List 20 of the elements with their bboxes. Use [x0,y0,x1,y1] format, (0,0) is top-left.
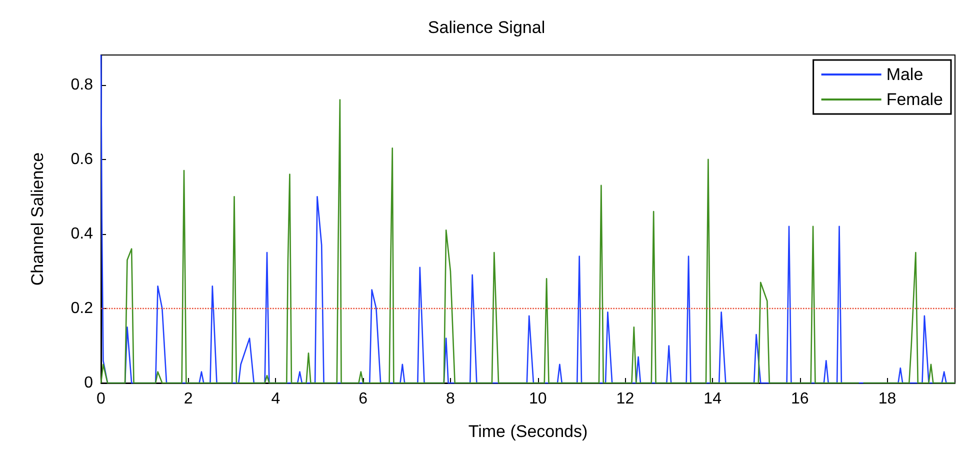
x-tick-label: 14 [704,390,722,408]
y-axis-title: Channel Salience [28,152,47,286]
chart-title: Salience Signal [428,18,546,37]
x-tick-label: 2 [184,390,193,408]
y-tick-label: 0.2 [70,300,94,317]
y-tick-label: 0.4 [70,225,94,242]
x-tick-label: 6 [358,390,368,408]
y-tick-label: 0 [84,374,94,392]
x-tick-label: 4 [271,390,280,408]
x-tick-label: 0 [96,390,106,408]
y-tick-label: 0.8 [70,76,94,94]
y-tick-label: 0.6 [70,150,94,168]
x-tick-label: 8 [446,390,456,408]
legend-label: Female [886,90,943,109]
x-tick-label: 12 [616,390,634,408]
x-tick-label: 18 [878,390,896,408]
x-tick-label: 16 [791,390,809,408]
x-tick-label: 10 [528,390,547,408]
legend-label: Male [886,65,924,84]
x-axis-title: Time (Seconds) [468,422,588,441]
